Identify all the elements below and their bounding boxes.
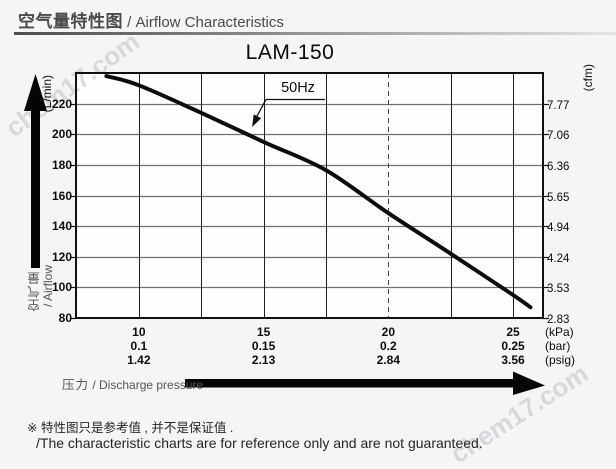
header-divider [14, 32, 616, 35]
y-axis-unit-right-label: (cfm) [581, 64, 595, 92]
y-tick-label-cfm: 5.65 [547, 191, 570, 204]
footer-note-en: /The characteristic charts are for refer… [36, 435, 483, 451]
y-tick-label-cfm: 3.53 [547, 283, 570, 296]
x-tick-label: 0.15 [251, 339, 276, 353]
x-tick-label: 0.1 [130, 339, 148, 353]
y-tick-label-lmin: 160 [51, 188, 72, 203]
y-tick-label-lmin: 80 [58, 311, 72, 325]
x-tick-label: 2.84 [376, 353, 400, 367]
x-tick-label: 1.42 [127, 353, 151, 367]
y-tick-label-cfm: 6.36 [547, 160, 570, 173]
y-tick-label-lmin: 220 [51, 96, 72, 111]
y-axis-unit-left-label: (L/min) [40, 75, 54, 113]
y-tick-label-lmin: 120 [51, 249, 72, 264]
y-axis-name-en: / Airflow [41, 265, 55, 308]
page-header: 空气量特性图 / Airflow Characteristics [18, 7, 284, 32]
x-axis-unit-label: (psig) [545, 353, 576, 367]
x-axis-name: 压力 / Discharge pressure [62, 374, 203, 393]
x-axis-name-cjk: 压力 [62, 378, 90, 392]
x-tick-label: 0.25 [501, 339, 525, 353]
footer-note-cjk: ※ 特性图只是参考值 , 并不是保证值 . [27, 421, 234, 435]
y-tick-label-cfm: 7.06 [547, 130, 570, 143]
x-tick-label: 10 [132, 325, 146, 339]
x-tick-label: 0.2 [379, 339, 397, 353]
y-tick-label-lmin: 140 [51, 219, 72, 234]
x-axis-name-en: / Discharge pressure [89, 378, 204, 392]
x-tick-label: 2.13 [251, 353, 276, 367]
y-tick-label-lmin: 100 [51, 280, 72, 295]
y-tick-label-cfm: 7.77 [547, 99, 570, 112]
x-tick-label: 15 [256, 325, 271, 339]
x-tick-label: 25 [506, 325, 520, 339]
x-axis-unit-label: (kPa) [545, 325, 574, 339]
curve-annotation-label: 50Hz [281, 80, 315, 96]
chart-title: LAM-150 [245, 41, 335, 64]
y-tick-label-cfm: 4.94 [547, 222, 570, 235]
y-tick-label-cfm: 4.24 [547, 252, 570, 265]
x-tick-label: 20 [381, 325, 395, 339]
y-tick-label-cfm: 2.83 [547, 314, 570, 326]
header-title-cjk: 空气量特性图 [18, 12, 123, 31]
y-tick-label-lmin: 180 [51, 157, 72, 172]
x-tick-label: 3.56 [501, 353, 525, 367]
x-axis-unit-label: (bar) [545, 339, 571, 353]
header-title-en: / Airflow Characteristics [123, 14, 284, 31]
y-tick-label-lmin: 200 [51, 127, 72, 142]
